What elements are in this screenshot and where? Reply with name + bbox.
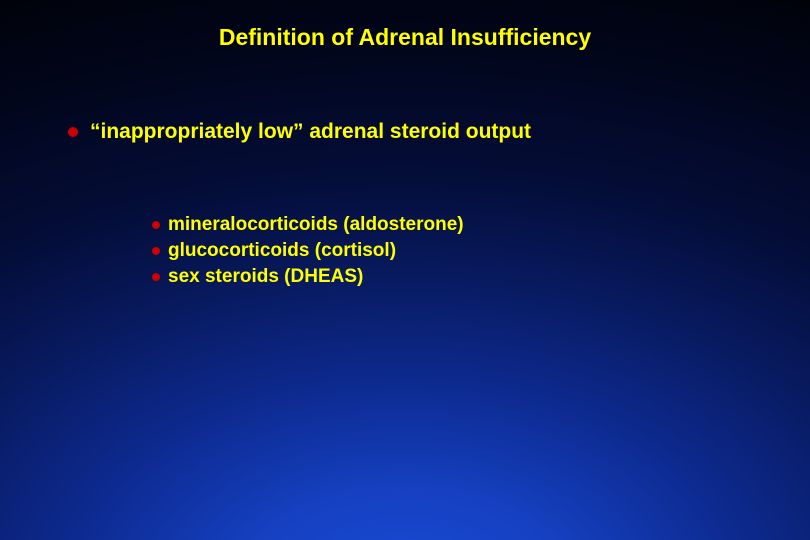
sub-bullet-row: sex steroids (DHEAS) [152,266,464,288]
sub-bullet-text: sex steroids (DHEAS) [168,266,363,288]
sub-bullet-list: mineralocorticoids (aldosterone) glucoco… [152,214,464,292]
main-bullet-row: “inappropriately low” adrenal steroid ou… [68,120,531,144]
bullet-icon [152,221,160,229]
bullet-icon [152,273,160,281]
bullet-icon [68,127,78,137]
sub-bullet-row: glucocorticoids (cortisol) [152,240,464,262]
main-bullet-text: “inappropriately low” adrenal steroid ou… [90,120,531,144]
slide-title: Definition of Adrenal Insufficiency [0,0,810,51]
sub-bullet-row: mineralocorticoids (aldosterone) [152,214,464,236]
sub-bullet-text: mineralocorticoids (aldosterone) [168,214,464,236]
bullet-icon [152,247,160,255]
sub-bullet-text: glucocorticoids (cortisol) [168,240,396,262]
